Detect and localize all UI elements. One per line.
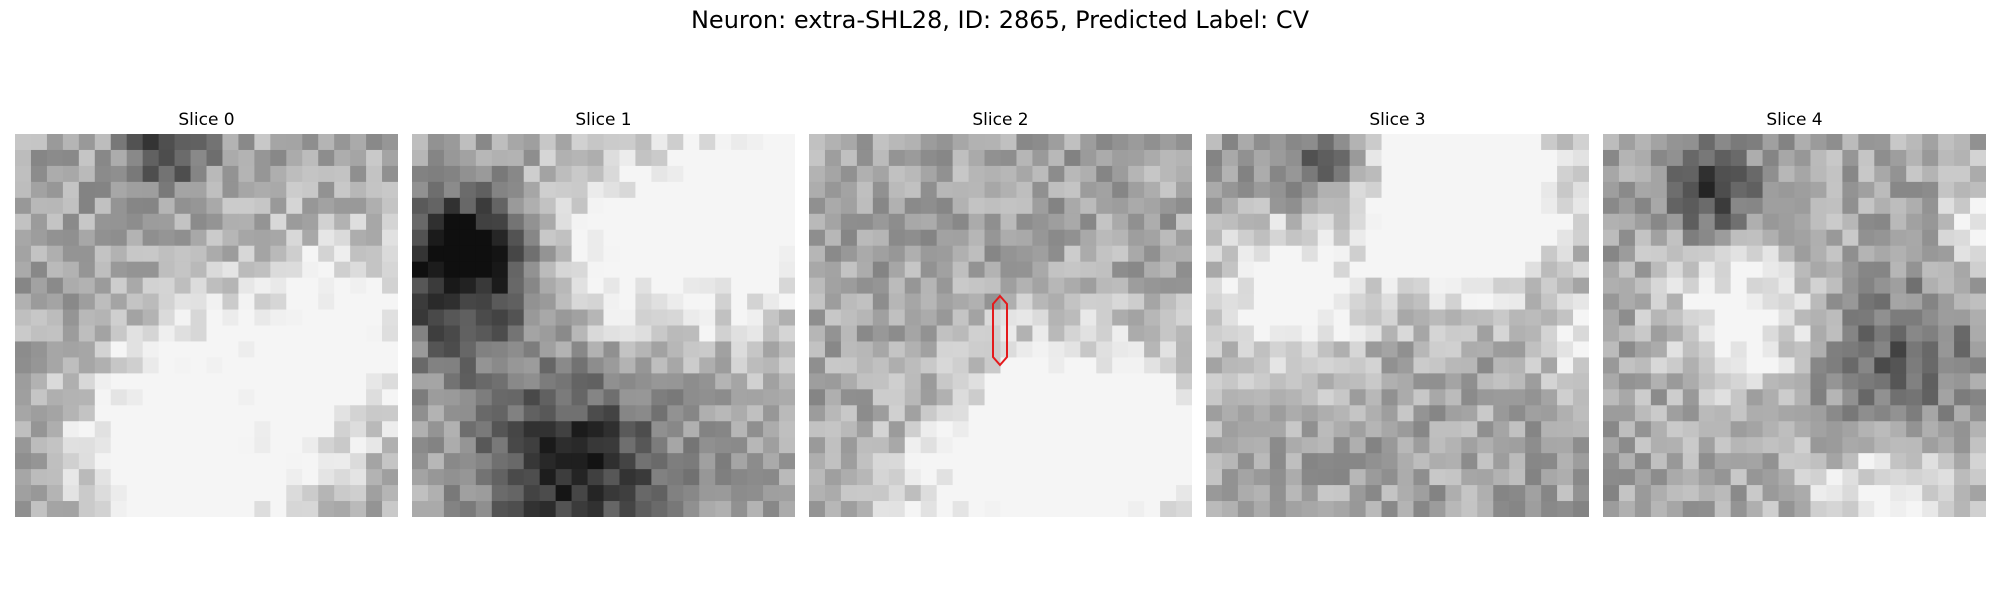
slice-title: Slice 1 bbox=[575, 110, 632, 130]
slice-panel-1: Slice 1 bbox=[412, 108, 795, 517]
slice-panel-2: Slice 2 bbox=[809, 108, 1192, 517]
slice-panel-4: Slice 4 bbox=[1603, 108, 1986, 517]
slice-panel-0: Slice 0 bbox=[15, 108, 398, 517]
slice-title: Slice 3 bbox=[1369, 110, 1426, 130]
slice-image-2 bbox=[809, 134, 1192, 517]
roi-marker bbox=[992, 294, 1008, 367]
slice-image-1 bbox=[412, 134, 795, 517]
slice-image-3 bbox=[1206, 134, 1589, 517]
slice-title: Slice 2 bbox=[972, 110, 1029, 130]
slice-image-4 bbox=[1603, 134, 1986, 517]
slice-panel-3: Slice 3 bbox=[1206, 108, 1589, 517]
slice-image-0 bbox=[15, 134, 398, 517]
slice-title: Slice 4 bbox=[1766, 110, 1823, 130]
slice-title: Slice 0 bbox=[178, 110, 235, 130]
figure-title: Neuron: extra-SHL28, ID: 2865, Predicted… bbox=[690, 6, 1310, 34]
